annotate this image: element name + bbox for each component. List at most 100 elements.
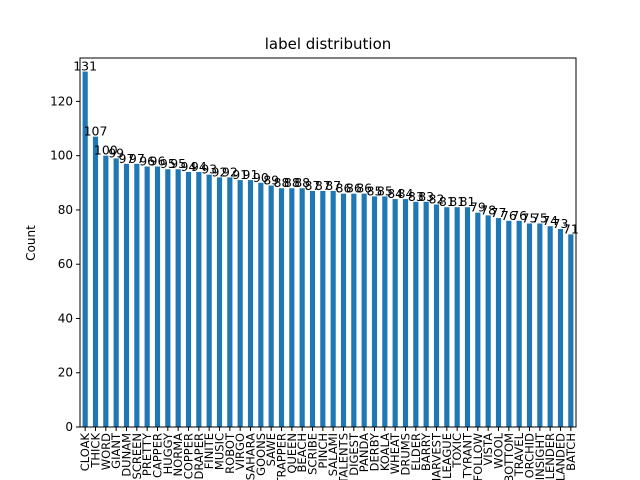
data-label: 85 [367, 183, 383, 198]
bar [134, 163, 140, 427]
y-tick-label: 100 [50, 149, 73, 163]
bar [278, 188, 285, 427]
bar [371, 196, 378, 428]
data-label: 88 [284, 175, 300, 190]
x-tick-label: DERBY [368, 432, 382, 471]
bar [392, 199, 398, 427]
data-label: 79 [470, 200, 486, 215]
bar [103, 155, 109, 427]
x-tick-label: LANDED [554, 433, 568, 480]
x-tick-label: WORD [99, 433, 113, 470]
data-label: 93 [201, 162, 217, 177]
data-label: 99 [108, 145, 124, 160]
bar [237, 180, 243, 427]
data-label: 81 [439, 194, 455, 209]
data-label: 84 [387, 186, 403, 201]
data-labels-group: 1311071009997979696959594949392929191908… [73, 59, 579, 237]
x-tick-label: COPPER [182, 433, 196, 479]
bar [433, 204, 440, 427]
data-label: 94 [191, 159, 207, 174]
x-tick-label: DRUMS [399, 433, 413, 476]
data-label: 74 [542, 213, 558, 228]
bar [444, 207, 450, 427]
data-label: 81 [460, 194, 476, 209]
bar [475, 212, 481, 427]
bar [382, 196, 388, 428]
x-tick-label: TALENTS [337, 433, 351, 480]
x-tick-label: HARVEST [430, 432, 444, 480]
bar [547, 226, 553, 427]
bar [454, 207, 460, 427]
bars-group [82, 71, 574, 428]
bar [464, 207, 471, 427]
bar [557, 228, 564, 427]
x-tick-label: SAWE [264, 433, 278, 466]
data-label: 83 [408, 189, 424, 204]
data-label: 78 [480, 202, 496, 217]
bar [165, 169, 171, 428]
data-label: 97 [129, 151, 145, 166]
bar [495, 218, 502, 427]
x-tick-label: DUNAM [120, 433, 134, 477]
data-label: 77 [491, 205, 507, 220]
data-label: 86 [336, 181, 352, 196]
x-tick-label: PANDA [357, 433, 371, 472]
y-axis: 0 20 40 60 80 100 120 [50, 94, 80, 434]
data-label: 83 [418, 189, 434, 204]
bar [423, 201, 429, 427]
x-tick-label: GIANT [109, 432, 123, 469]
x-tick-label: DIGEST [347, 432, 361, 476]
bar [227, 177, 233, 427]
bar [309, 190, 316, 427]
data-label: 100 [94, 143, 118, 158]
x-tick-label: HUGGY [161, 432, 175, 474]
x-tick-label: TRAPPER [275, 433, 289, 480]
data-label: 92 [212, 164, 228, 179]
x-tick-label: ELDER [409, 433, 423, 471]
bar [516, 220, 522, 427]
x-axis: CLOAKTHICKWORDGIANTDUNAMSCREENPRETTYCAPP… [78, 427, 578, 480]
x-tick-label: WHEAT [388, 432, 402, 474]
data-label: 88 [294, 175, 310, 190]
x-tick-label: WOOL [492, 432, 506, 468]
data-label: 76 [501, 208, 517, 223]
data-label: 82 [429, 192, 445, 207]
bar [299, 188, 305, 427]
y-axis-label: Count [24, 225, 38, 261]
data-label: 91 [243, 167, 259, 182]
data-label: 76 [511, 208, 527, 223]
bar [320, 190, 326, 427]
data-label: 95 [170, 156, 186, 171]
x-tick-label: NORMA [171, 433, 185, 477]
bar [361, 193, 367, 427]
bar [92, 136, 99, 427]
bar [185, 171, 192, 427]
data-label: 91 [232, 167, 248, 182]
bar [526, 223, 533, 427]
data-label: 89 [263, 173, 279, 188]
x-tick-label: ROBOT [223, 432, 237, 474]
x-tick-label: FOLLOW [471, 433, 485, 480]
bar [247, 180, 254, 427]
bar [402, 199, 409, 427]
data-label: 75 [532, 211, 548, 226]
y-tick-label: 120 [50, 94, 73, 108]
x-tick-label: SLENDER [543, 433, 557, 480]
bar [175, 169, 181, 428]
data-label: 95 [160, 156, 176, 171]
data-label: 86 [356, 181, 372, 196]
x-tick-label: PRETTY [140, 432, 154, 476]
x-tick-label: TOXIC [450, 433, 464, 469]
x-tick-label: BEACH [295, 433, 309, 473]
bar [268, 185, 274, 427]
bar [216, 177, 223, 427]
y-tick-label: 60 [58, 257, 73, 271]
data-label: 84 [398, 186, 414, 201]
bar [340, 193, 347, 427]
data-label: 85 [377, 183, 393, 198]
data-label: 90 [253, 170, 269, 185]
bar [196, 171, 202, 427]
data-label: 87 [325, 178, 341, 193]
x-tick-label: CAPPER [151, 433, 165, 478]
chart-title: label distribution [265, 35, 392, 53]
